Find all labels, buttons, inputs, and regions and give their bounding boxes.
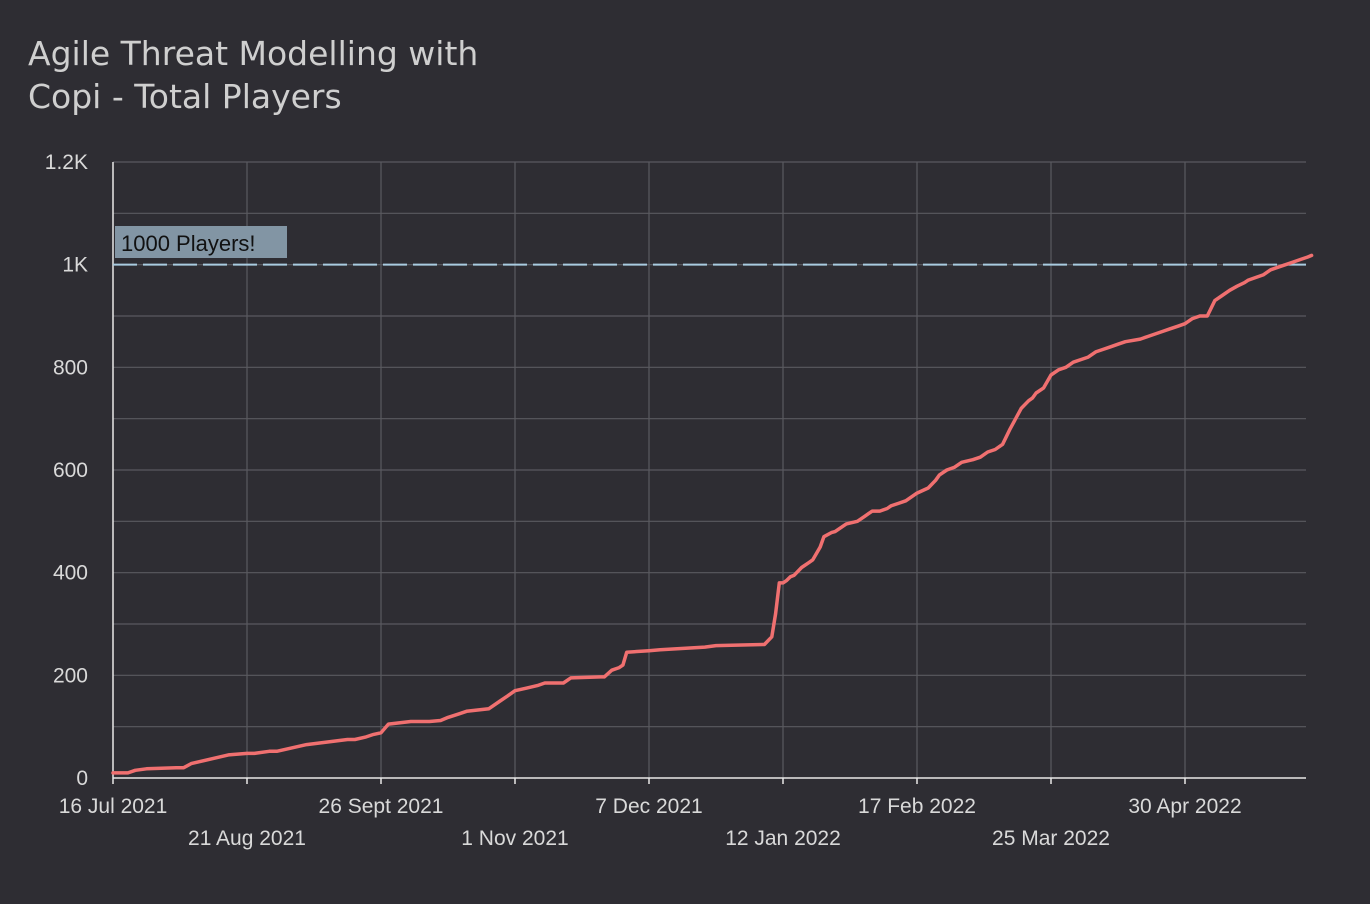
x-tick-label: 30 Apr 2022	[1128, 795, 1241, 818]
x-tick-label: 26 Sept 2021	[319, 795, 444, 818]
y-axis-tick-labels: 0 200 400 600 800 1K 1.2K	[45, 151, 88, 790]
x-tick-label: 12 Jan 2022	[725, 827, 841, 850]
x-tick-label: 21 Aug 2021	[188, 827, 306, 850]
x-tick-label: 16 Jul 2021	[59, 795, 168, 818]
reference-line-group: 1000 Players!	[113, 226, 1306, 266]
y-tick-label: 400	[53, 562, 88, 585]
y-tick-label: 0	[76, 767, 88, 790]
y-tick-label: 200	[53, 664, 88, 687]
y-tick-label: 600	[53, 459, 88, 482]
x-tick-label: 17 Feb 2022	[858, 795, 976, 818]
x-tick-label: 25 Mar 2022	[992, 827, 1110, 850]
x-tick-label: 7 Dec 2021	[595, 795, 702, 818]
series-line	[111, 253, 1314, 775]
chart-title: Agile Threat Modelling with Copi - Total…	[28, 34, 479, 116]
gridlines	[113, 161, 1306, 778]
y-tick-label: 1.2K	[45, 151, 88, 174]
x-axis-tick-labels: 16 Jul 2021 21 Aug 2021 26 Sept 2021 1 Nov …	[59, 778, 1242, 850]
y-tick-label: 1K	[62, 254, 88, 277]
x-tick-label: 1 Nov 2021	[461, 827, 568, 850]
series-group	[111, 253, 1314, 775]
y-tick-label: 800	[53, 356, 88, 379]
reference-label: 1000 Players!	[121, 231, 256, 256]
reference-label-box	[115, 226, 287, 258]
